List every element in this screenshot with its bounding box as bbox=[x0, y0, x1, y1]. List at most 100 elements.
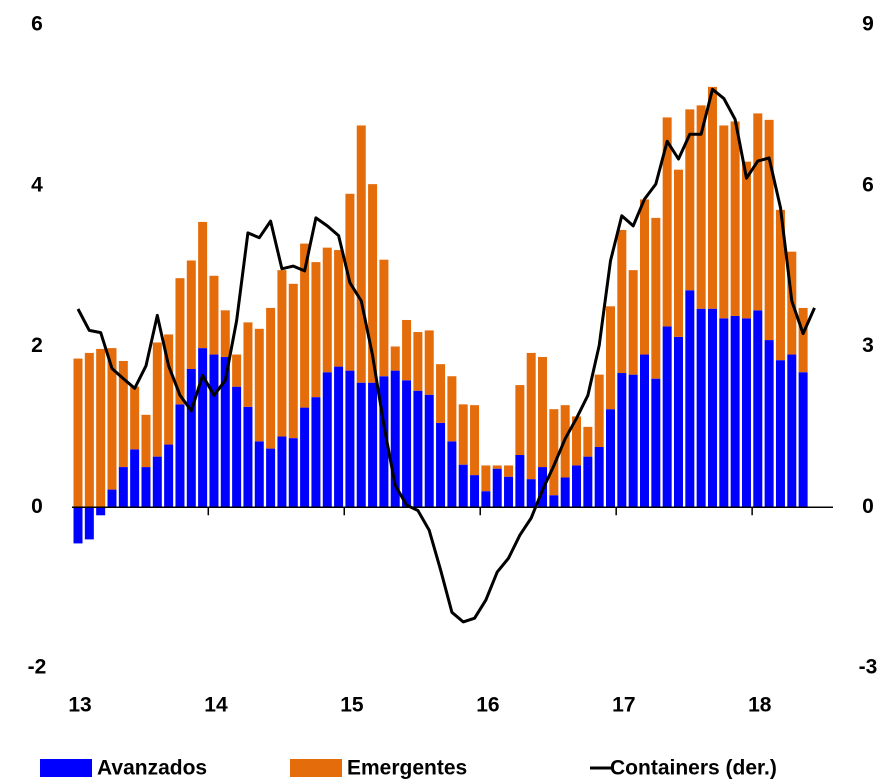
x-tick-label: 14 bbox=[204, 694, 228, 717]
bar bbox=[730, 121, 740, 316]
bar bbox=[458, 464, 468, 508]
x-tick-label: 13 bbox=[68, 694, 91, 717]
bar bbox=[662, 326, 672, 508]
legend-label: Containers (der.) bbox=[610, 757, 777, 780]
bar bbox=[481, 491, 491, 508]
bar bbox=[583, 456, 593, 508]
bar bbox=[232, 354, 242, 387]
bar bbox=[572, 465, 582, 508]
bar bbox=[254, 441, 264, 508]
bar bbox=[447, 376, 457, 442]
bar bbox=[254, 328, 264, 442]
x-tick-label: 15 bbox=[340, 694, 364, 717]
bar bbox=[368, 382, 378, 508]
bar bbox=[424, 394, 434, 508]
bar bbox=[447, 441, 457, 508]
bar bbox=[583, 426, 593, 457]
bar bbox=[730, 315, 740, 508]
bar bbox=[300, 243, 310, 408]
bar bbox=[617, 373, 627, 508]
bar bbox=[549, 409, 559, 496]
bar bbox=[436, 364, 446, 423]
bar bbox=[141, 414, 151, 468]
bar bbox=[606, 409, 616, 508]
bar bbox=[775, 360, 785, 508]
y-tick-label: -2 bbox=[28, 656, 47, 679]
bar bbox=[186, 369, 196, 508]
bar bbox=[73, 358, 83, 508]
bar bbox=[356, 125, 366, 383]
bar bbox=[606, 306, 616, 410]
bar bbox=[209, 354, 219, 508]
bar bbox=[753, 310, 763, 508]
bar bbox=[73, 507, 83, 544]
bar bbox=[707, 308, 717, 508]
bar bbox=[504, 476, 514, 508]
bar bbox=[707, 86, 717, 309]
bar bbox=[685, 109, 695, 291]
bar bbox=[243, 406, 253, 508]
bar bbox=[424, 330, 434, 395]
bar bbox=[673, 169, 683, 337]
bar bbox=[334, 366, 344, 508]
bar bbox=[266, 448, 276, 508]
bar bbox=[741, 318, 751, 508]
y2-tick-label: -3 bbox=[859, 656, 878, 679]
bar bbox=[84, 507, 94, 540]
bar bbox=[572, 416, 582, 466]
bar bbox=[594, 446, 604, 508]
bar bbox=[288, 438, 298, 508]
legend-swatch bbox=[40, 759, 92, 777]
bar bbox=[741, 161, 751, 319]
bar bbox=[186, 260, 196, 370]
y2-tick-label: 3 bbox=[862, 334, 874, 357]
bar bbox=[198, 348, 208, 508]
bar bbox=[526, 479, 536, 508]
bar bbox=[96, 348, 106, 508]
bar bbox=[402, 319, 412, 381]
bar bbox=[141, 467, 151, 508]
bar bbox=[640, 354, 649, 508]
bar bbox=[515, 385, 525, 456]
bar bbox=[266, 307, 276, 449]
y2-tick-label: 9 bbox=[862, 13, 874, 36]
bar bbox=[673, 336, 683, 508]
bar bbox=[526, 352, 536, 480]
bar bbox=[492, 465, 502, 469]
bar bbox=[220, 310, 230, 357]
bar bbox=[107, 348, 117, 490]
bar bbox=[288, 283, 298, 439]
bar bbox=[617, 229, 627, 374]
bar bbox=[470, 475, 480, 508]
bar bbox=[696, 308, 706, 508]
bar bbox=[84, 352, 94, 508]
bar bbox=[198, 221, 208, 349]
bar bbox=[175, 278, 185, 405]
bar bbox=[651, 217, 661, 379]
bar bbox=[764, 340, 774, 508]
x-tick-label: 18 bbox=[748, 694, 772, 717]
bar bbox=[549, 495, 559, 508]
bar bbox=[492, 468, 502, 508]
bar bbox=[322, 372, 332, 508]
bar bbox=[696, 105, 706, 309]
bar bbox=[662, 117, 672, 327]
bar bbox=[560, 477, 570, 508]
x-tick-label: 17 bbox=[612, 694, 635, 717]
y2-tick-label: 0 bbox=[862, 495, 874, 518]
bar bbox=[685, 290, 695, 508]
x-tick-label: 16 bbox=[476, 694, 499, 717]
bar bbox=[787, 354, 797, 508]
bar bbox=[300, 407, 310, 508]
bar bbox=[334, 250, 344, 367]
legend-swatch bbox=[290, 759, 342, 777]
bar bbox=[152, 456, 162, 508]
bar bbox=[118, 467, 128, 508]
bar bbox=[458, 404, 468, 465]
bar bbox=[504, 465, 514, 477]
bar bbox=[368, 184, 378, 383]
bar bbox=[390, 370, 400, 508]
bar bbox=[390, 346, 400, 371]
bar bbox=[356, 382, 366, 508]
